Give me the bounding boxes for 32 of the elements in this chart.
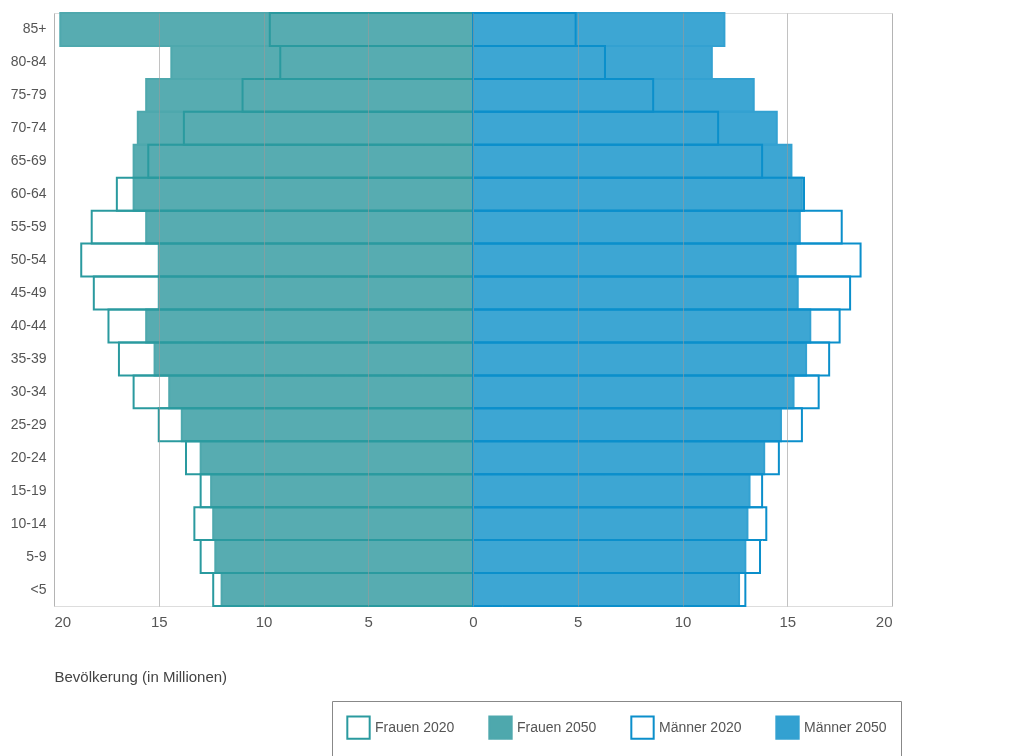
y-tick-label: 45-49 bbox=[10, 284, 47, 301]
legend-label: Frauen 2050 bbox=[517, 718, 597, 735]
y-tick-label: 15-19 bbox=[10, 481, 47, 498]
y-tick-label: <5 bbox=[30, 580, 47, 597]
x-axis-title: Bevölkerung (in Millionen) bbox=[54, 667, 228, 685]
y-tick-label: 75-79 bbox=[10, 86, 47, 103]
legend-label: Männer 2020 bbox=[659, 718, 742, 735]
y-tick-label: 65-69 bbox=[10, 152, 47, 169]
y-tick-label: 55-59 bbox=[10, 218, 47, 235]
legend-label: Frauen 2020 bbox=[375, 718, 455, 735]
y-tick-label: 60-64 bbox=[10, 185, 47, 202]
x-tick-label: 15 bbox=[150, 612, 168, 630]
x-tick-label: 5 bbox=[574, 612, 583, 630]
y-tick-label: 10-14 bbox=[10, 514, 47, 531]
x-tick-label: 10 bbox=[674, 612, 692, 630]
y-tick-label: 5-9 bbox=[26, 547, 47, 564]
y-tick-label: 50-54 bbox=[10, 251, 47, 268]
y-tick-label: 25-29 bbox=[10, 415, 47, 432]
y-tick-label: 40-44 bbox=[10, 316, 47, 333]
x-tick-label: 5 bbox=[364, 612, 373, 630]
x-tick-label: 0 bbox=[469, 612, 478, 630]
legend-label: Männer 2050 bbox=[804, 718, 887, 735]
x-tick-label: 15 bbox=[779, 612, 797, 630]
y-tick-label: 20-24 bbox=[10, 448, 47, 465]
x-tick-label: 10 bbox=[255, 612, 273, 630]
y-tick-label: 80-84 bbox=[10, 53, 47, 70]
y-tick-label: 70-74 bbox=[10, 119, 47, 136]
y-tick-label: 85+ bbox=[22, 20, 47, 37]
x-tick-label: 20 bbox=[875, 612, 893, 630]
y-tick-label: 35-39 bbox=[10, 349, 47, 366]
y-tick-label: 30-34 bbox=[10, 382, 47, 399]
x-tick-label: 20 bbox=[54, 612, 72, 630]
